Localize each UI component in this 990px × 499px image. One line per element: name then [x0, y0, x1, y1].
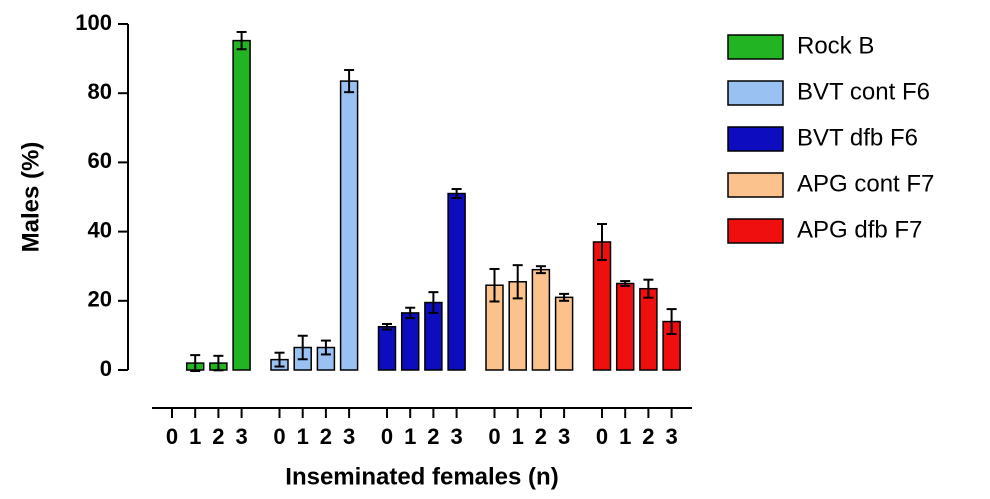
y-tick-label: 20: [88, 287, 112, 312]
x-tick-label: 3: [665, 424, 677, 449]
x-tick-label: 0: [273, 424, 285, 449]
bar: [232, 39, 251, 371]
x-tick-label: 3: [235, 424, 247, 449]
x-axis-label: Inseminated females (n): [285, 463, 558, 490]
legend-swatch: [727, 172, 784, 198]
bar: [639, 287, 658, 371]
x-tick-label: 1: [512, 424, 524, 449]
x-tick-label: 1: [297, 424, 309, 449]
x-tick-label: 1: [404, 424, 416, 449]
x-tick-label: 0: [381, 424, 393, 449]
y-tick-label: 0: [100, 356, 112, 381]
y-tick-label: 100: [75, 10, 112, 35]
legend-swatch: [727, 126, 784, 152]
x-tick-label: 1: [189, 424, 201, 449]
bar: [531, 268, 551, 371]
legend-label: APG dfb F7: [797, 216, 922, 243]
bar: [377, 326, 397, 371]
bar: [615, 282, 635, 371]
x-tick-label: 2: [535, 424, 547, 449]
legend-label: BVT dfb F6: [797, 124, 918, 151]
x-tick-label: 2: [427, 424, 439, 449]
legend-label: Rock B: [797, 32, 874, 59]
y-tick-label: 40: [88, 217, 112, 242]
legend-label: APG cont F7: [797, 170, 934, 197]
x-tick-label: 3: [558, 424, 570, 449]
x-tick-label: 1: [619, 424, 631, 449]
bar: [339, 80, 359, 371]
bar: [400, 312, 420, 371]
x-tick-label: 3: [343, 424, 355, 449]
bar: [447, 192, 466, 371]
bar: [592, 241, 612, 371]
x-tick-label: 0: [488, 424, 500, 449]
x-tick-label: 2: [320, 424, 332, 449]
legend-swatch: [727, 218, 784, 244]
x-tick-label: 0: [166, 424, 178, 449]
x-tick-label: 2: [642, 424, 654, 449]
x-tick-label: 2: [212, 424, 224, 449]
legend-swatch: [727, 34, 784, 60]
y-tick-label: 80: [88, 79, 112, 104]
y-tick-label: 60: [88, 148, 112, 173]
y-axis-label: Males (%): [17, 142, 44, 253]
bar: [554, 296, 574, 371]
legend-swatch: [727, 80, 784, 106]
x-tick-label: 3: [450, 424, 462, 449]
x-tick-label: 0: [596, 424, 608, 449]
legend-label: BVT cont F6: [797, 78, 930, 105]
